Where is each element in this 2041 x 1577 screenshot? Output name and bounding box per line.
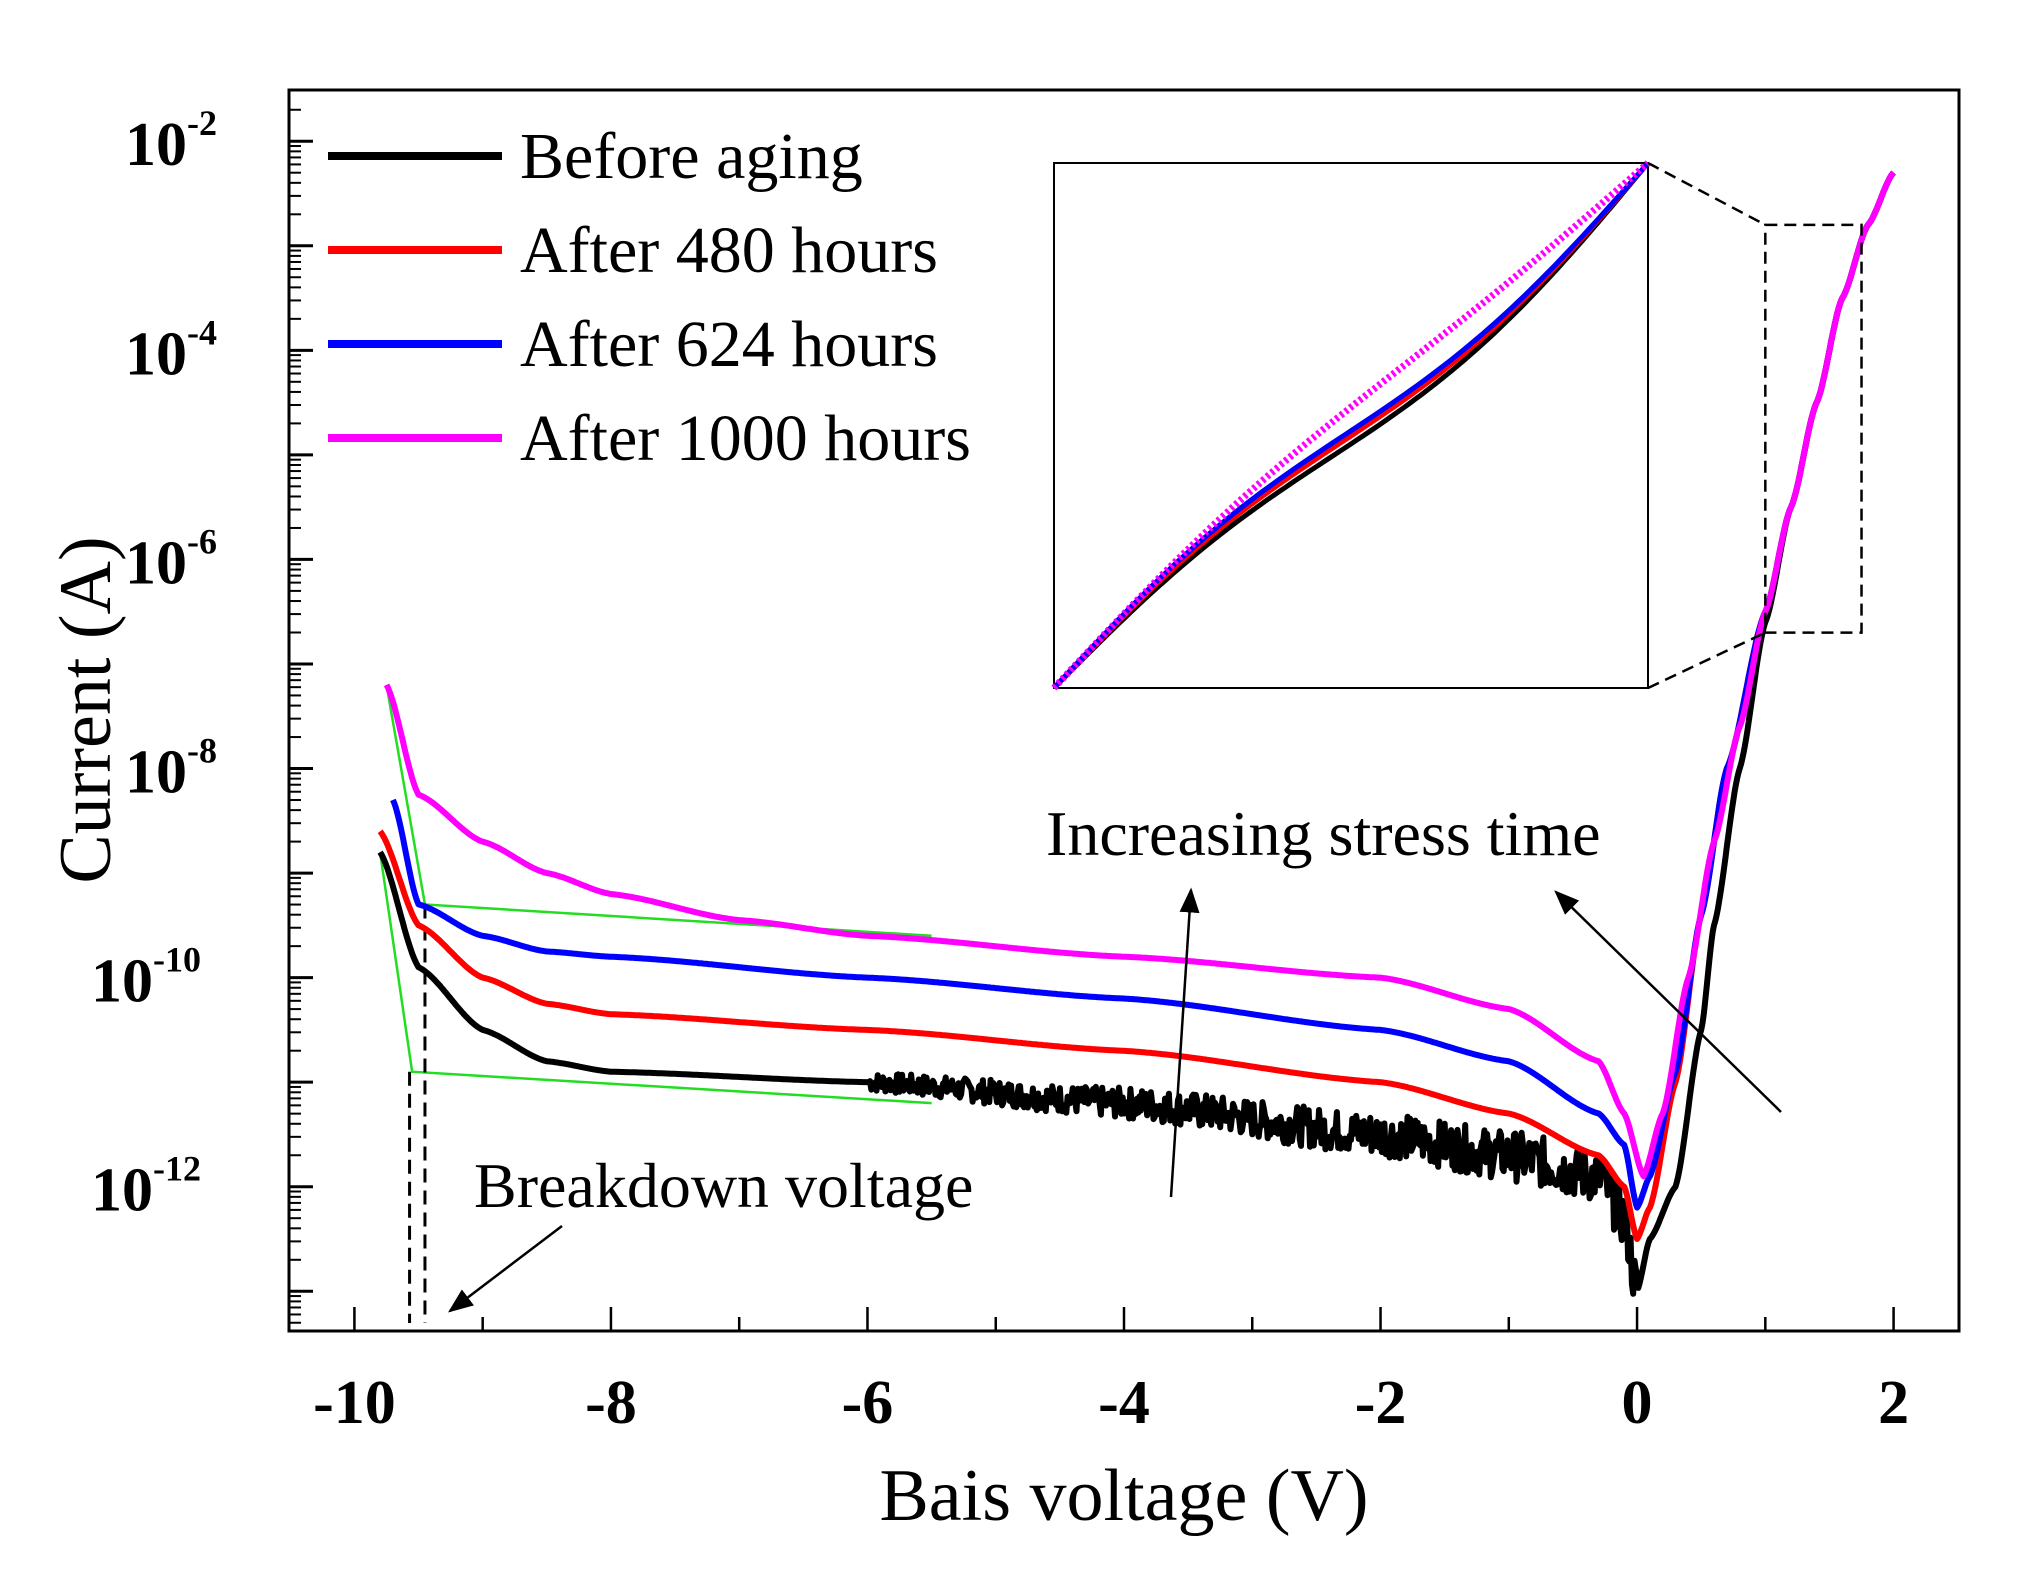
- legend-label-3: After 1000 hours: [520, 402, 971, 475]
- y-tick-label: 10-4: [125, 312, 217, 388]
- zoom-region-box: [1764, 223, 1863, 634]
- series-group: [377, 170, 1896, 1297]
- x-tick-label: -10: [313, 1369, 396, 1437]
- guide-line-1: [378, 851, 932, 1105]
- annotations: Increasing stress time Breakdown voltage: [448, 798, 1782, 1313]
- x-tick-label: -4: [1098, 1369, 1150, 1437]
- guide-line-0: [385, 684, 932, 938]
- x-tick-label: 2: [1878, 1369, 1909, 1437]
- series-line-0: [377, 170, 1896, 1297]
- zoom-connector-top: [1647, 161, 1766, 226]
- inset-series-line-2: [1052, 161, 1650, 690]
- x-axis-label: Bais voltage (V): [879, 1455, 1368, 1537]
- x-tick-label: -6: [842, 1369, 894, 1437]
- series-line-2: [390, 170, 1896, 1211]
- y-tick-label: 10-2: [125, 103, 217, 179]
- breakdown-guide-lines: [378, 684, 932, 1323]
- legend-label-1: After 480 hours: [520, 214, 938, 287]
- x-tick-label: -8: [585, 1369, 637, 1437]
- y-axis-label: Current (A): [45, 536, 127, 883]
- y-tick-label: 10-10: [91, 940, 201, 1016]
- zoom-connector-bottom: [1647, 631, 1766, 690]
- y-tick-label: 10-8: [125, 731, 217, 807]
- x-tick-label: -2: [1355, 1369, 1407, 1437]
- axes: -10 -8 -6 -4 -2 0 2 10-2 10-4 10-6 10-8 10-10 10-12: [91, 88, 1961, 1437]
- legend: Before aging After 480 hours After 624 hou…: [328, 120, 971, 475]
- inset-series-line-0: [1052, 161, 1650, 690]
- arrow-1: [1169, 887, 1200, 1198]
- inset-series-line-3: [1051, 160, 1651, 691]
- x-tick-label: 0: [1622, 1369, 1653, 1437]
- y-tick-label: 10-6: [125, 521, 217, 597]
- annotation-stress: Increasing stress time: [1046, 798, 1601, 869]
- inset: [1051, 160, 1863, 691]
- arrow-2: [1554, 890, 1782, 1113]
- y-tick-label: 10-12: [91, 1149, 201, 1225]
- series-line-1: [377, 170, 1896, 1242]
- series-line-3: [383, 170, 1896, 1180]
- legend-label-0: Before aging: [520, 120, 863, 193]
- legend-label-2: After 624 hours: [520, 308, 938, 381]
- annotation-breakdown: Breakdown voltage: [474, 1150, 973, 1221]
- arrow-0: [448, 1225, 563, 1313]
